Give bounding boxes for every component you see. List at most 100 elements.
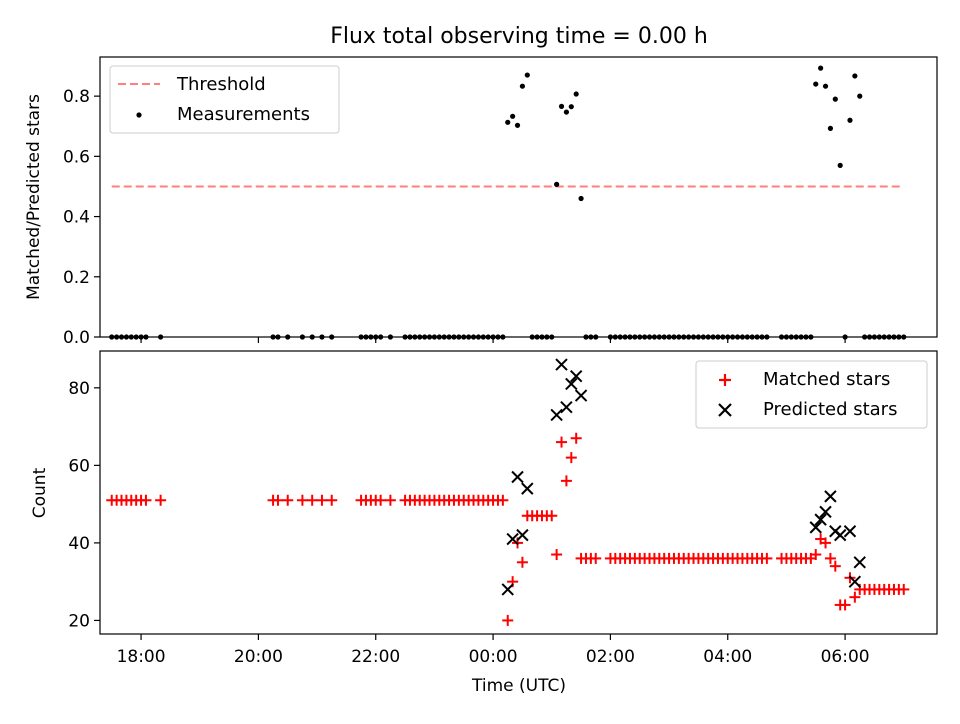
bottom-series <box>106 358 910 626</box>
measurement-point <box>793 334 799 340</box>
measurement-point <box>319 334 325 340</box>
measurement-point <box>109 334 115 340</box>
bottom-y-tick-label: 20 <box>68 611 90 631</box>
predicted-star-point <box>550 408 563 422</box>
measurement-point <box>446 334 452 340</box>
predicted-star-point <box>848 575 862 588</box>
measurement-point <box>456 334 462 340</box>
predicted-star-point <box>853 556 866 569</box>
bottom-y-axis-label: Count <box>30 467 50 518</box>
measurement-point <box>622 334 628 340</box>
measurement-point <box>700 334 706 340</box>
measurement-point <box>671 334 677 340</box>
measurement-point <box>563 109 570 115</box>
bottom-x-tick-label: 02:00 <box>586 647 635 667</box>
measurement-point <box>285 334 291 340</box>
measurement-point <box>847 117 853 123</box>
measurement-point <box>583 334 589 340</box>
measurement-point <box>510 113 516 119</box>
predicted-star-point <box>574 389 588 402</box>
measurement-point <box>871 334 878 340</box>
measurement-point <box>813 81 819 87</box>
top-y-ticks: 0.0 0.2 0.4 0.6 0.8 <box>63 87 100 348</box>
measurement-point <box>480 334 486 340</box>
matched-star-point <box>761 552 773 564</box>
top-panel: 0.00.20.40.60.8 Matched/Predicted stars … <box>24 56 938 348</box>
measurement-point <box>822 83 829 89</box>
measurement-point <box>857 93 863 99</box>
bottom-panel: 20 40 60 80 18:00 20:00 22:00 00:00 02:00 04:00 0… <box>30 350 938 696</box>
measurement-point <box>646 334 653 340</box>
legend-predicted-label: Predicted stars <box>763 399 897 420</box>
measurement-point <box>798 334 804 340</box>
bottom-legend-box <box>695 360 928 429</box>
measurement-point <box>818 65 824 71</box>
measurement-point <box>725 334 731 340</box>
measurement-point <box>573 91 579 97</box>
measurement-point <box>891 334 897 340</box>
measurement-point <box>642 334 648 340</box>
bottom-x-tick-label: 22:00 <box>351 647 400 667</box>
matched-star-point <box>820 537 832 549</box>
measurement-point <box>720 334 726 340</box>
measurement-point <box>710 334 716 340</box>
measurement-point <box>485 334 491 340</box>
bottom-y-tick-label: 40 <box>68 534 90 554</box>
measurement-point <box>627 334 633 340</box>
predicted-star-point <box>555 358 568 371</box>
measurement-point <box>138 334 144 340</box>
measurement-point <box>123 334 130 340</box>
bottom-x-axis-label: Time (UTC) <box>471 676 566 696</box>
matched-star-point <box>590 552 602 564</box>
measurement-point <box>651 334 658 340</box>
measurement-point <box>373 334 379 340</box>
top-y-tick-label: 0.6 <box>63 147 90 167</box>
measurement-point <box>490 334 496 340</box>
bottom-y-tick-label: 80 <box>68 379 90 399</box>
measurement-point <box>275 334 281 340</box>
matched-star-point <box>497 494 509 506</box>
measurement-point <box>549 334 555 340</box>
matched-star-point <box>898 583 910 595</box>
measurement-point <box>686 334 692 340</box>
top-legend-box <box>109 65 340 134</box>
matched-star-point <box>560 475 572 487</box>
legend-matched-swatch <box>719 374 731 386</box>
measurement-point <box>656 334 662 340</box>
measurement-point <box>519 83 526 89</box>
bottom-x-tick-label: 00:00 <box>469 647 518 667</box>
measurement-point <box>832 96 838 102</box>
measurement-point <box>754 334 760 340</box>
measurement-point <box>852 73 858 79</box>
matched-star-point <box>140 494 152 506</box>
measurement-point <box>402 334 408 340</box>
measurement-point <box>588 334 594 340</box>
matched-star-point <box>849 591 861 603</box>
measurement-point <box>114 334 120 340</box>
matched-star-point <box>306 494 318 506</box>
matched-star-point <box>326 494 338 506</box>
measurement-point <box>329 334 335 340</box>
measurement-point <box>407 334 413 340</box>
measurement-point <box>632 334 638 340</box>
measurement-point <box>431 334 438 340</box>
measurement-point <box>715 334 721 340</box>
measurement-point <box>500 334 506 340</box>
predicted-star-point <box>569 369 583 383</box>
measurement-point <box>270 334 276 340</box>
measurement-point <box>666 334 672 340</box>
matched-star-point <box>546 510 558 522</box>
predicted-star-point <box>506 532 519 546</box>
measurement-point <box>881 334 887 340</box>
measurement-point <box>676 334 682 340</box>
bottom-legend: Matched stars Predicted stars <box>695 360 928 429</box>
measurement-point <box>876 334 882 340</box>
matched-star-point <box>384 494 396 506</box>
measurement-point <box>158 334 164 340</box>
matched-star-point <box>839 599 851 611</box>
measurement-point <box>612 334 618 340</box>
matched-star-point <box>516 556 528 568</box>
predicted-star-point <box>824 490 837 503</box>
predicted-star-point <box>560 401 573 414</box>
